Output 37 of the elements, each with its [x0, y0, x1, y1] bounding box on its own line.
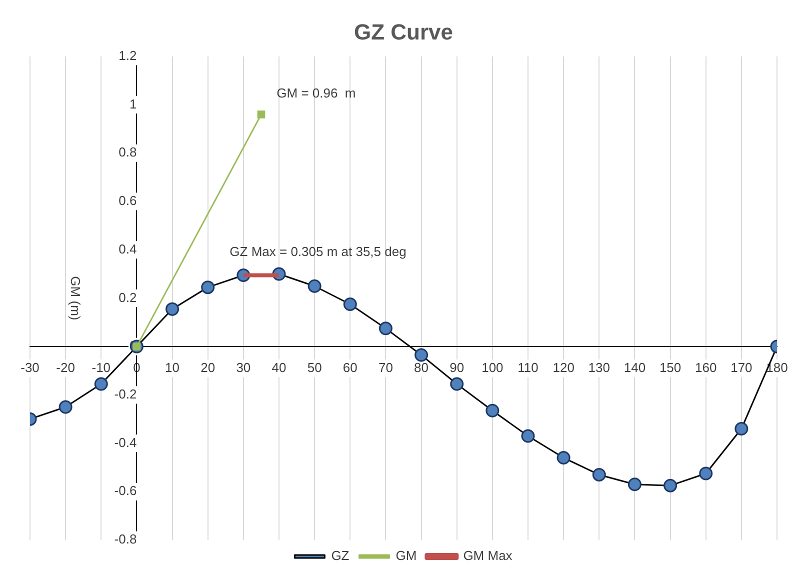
x-tick-label: 170 [730, 360, 752, 375]
annotation: GM = 0.96 m [276, 86, 356, 101]
x-tick-label: 80 [414, 360, 429, 375]
x-tick-label: 120 [552, 360, 574, 375]
y-tick-label: 0.4 [118, 241, 137, 256]
x-tick-label: -20 [56, 360, 75, 375]
x-tick-label: -30 [20, 360, 40, 375]
y-tick-label: -0.4 [114, 434, 137, 450]
x-tick-label: 140 [624, 360, 646, 375]
y-tick-label: -0.2 [114, 386, 137, 402]
y-tick-label: 1 [129, 96, 137, 112]
y-tick-label: -0.6 [114, 483, 137, 498]
x-tick-label: 100 [482, 360, 504, 375]
legend-label: GZ [331, 548, 350, 564]
y-axis-title: GM (m) [68, 276, 83, 320]
x-tick-label: 50 [307, 360, 322, 375]
x-tick-label: 40 [272, 360, 286, 375]
x-tick-label: 130 [588, 360, 610, 375]
x-tick-label: 150 [659, 360, 682, 375]
x-tick-label: 30 [236, 360, 251, 375]
x-tick-label: 90 [450, 360, 464, 375]
annotation: GZ Max = 0.305 m at 35,5 deg [230, 244, 406, 259]
y-tick-label: 0.6 [118, 193, 137, 208]
y-tick-label: 1.2 [118, 48, 137, 63]
y-tick-label: 0.8 [118, 144, 137, 160]
x-tick-label: 110 [518, 360, 538, 375]
x-tick-label: 160 [695, 360, 717, 375]
chart-title: GZ Curve [354, 19, 454, 44]
x-tick-label: 20 [200, 360, 216, 375]
x-tick-label: 10 [165, 360, 180, 375]
legend-label: GM Max [463, 548, 513, 564]
y-tick-label: 0.2 [118, 290, 137, 305]
legend-label: GM [396, 548, 417, 564]
x-tick-label: -10 [92, 360, 111, 375]
x-tick-label: 60 [342, 360, 358, 375]
x-tick-label: 70 [378, 360, 393, 375]
y-tick-label: -0.8 [114, 532, 137, 547]
